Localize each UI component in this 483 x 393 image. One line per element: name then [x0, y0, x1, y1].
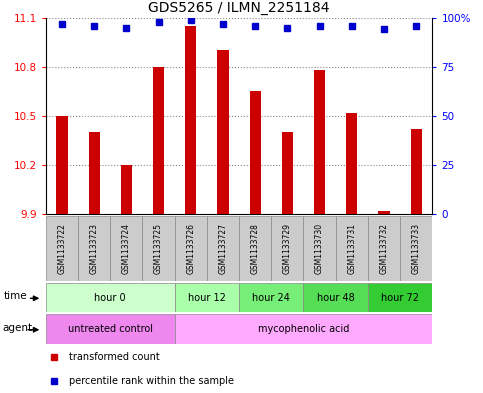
Bar: [46, 314, 175, 344]
Bar: [175, 283, 239, 312]
Bar: [346, 113, 357, 214]
Bar: [78, 216, 110, 281]
Bar: [303, 216, 336, 281]
Bar: [46, 283, 175, 312]
Text: mycophenolic acid: mycophenolic acid: [258, 324, 349, 334]
Title: GDS5265 / ILMN_2251184: GDS5265 / ILMN_2251184: [148, 1, 330, 15]
Text: GSM1133731: GSM1133731: [347, 223, 356, 274]
Text: GSM1133723: GSM1133723: [90, 223, 99, 274]
Text: transformed count: transformed count: [69, 352, 160, 362]
Text: percentile rank within the sample: percentile rank within the sample: [69, 376, 234, 386]
Bar: [303, 283, 368, 312]
Bar: [411, 129, 422, 214]
Text: GSM1133730: GSM1133730: [315, 223, 324, 274]
Bar: [57, 116, 68, 214]
Bar: [142, 216, 175, 281]
Bar: [88, 132, 100, 214]
Text: hour 0: hour 0: [95, 293, 126, 303]
Bar: [336, 216, 368, 281]
Text: time: time: [4, 291, 28, 301]
Bar: [46, 216, 78, 281]
Text: hour 12: hour 12: [188, 293, 226, 303]
Text: GSM1133732: GSM1133732: [380, 223, 388, 274]
Bar: [250, 92, 261, 214]
Bar: [121, 165, 132, 214]
Bar: [400, 216, 432, 281]
Bar: [110, 216, 142, 281]
Text: GSM1133727: GSM1133727: [218, 223, 227, 274]
Text: untreated control: untreated control: [68, 324, 153, 334]
Bar: [217, 50, 228, 214]
Text: GSM1133725: GSM1133725: [154, 223, 163, 274]
Bar: [175, 216, 207, 281]
Text: GSM1133728: GSM1133728: [251, 223, 260, 274]
Bar: [239, 216, 271, 281]
Bar: [314, 70, 325, 214]
Text: GSM1133729: GSM1133729: [283, 223, 292, 274]
Text: GSM1133722: GSM1133722: [57, 223, 67, 274]
Bar: [271, 216, 303, 281]
Bar: [239, 283, 303, 312]
Bar: [368, 216, 400, 281]
Text: hour 72: hour 72: [381, 293, 419, 303]
Text: hour 48: hour 48: [317, 293, 355, 303]
Text: hour 24: hour 24: [252, 293, 290, 303]
Bar: [282, 132, 293, 214]
Bar: [368, 283, 432, 312]
Bar: [185, 26, 197, 214]
Text: GSM1133726: GSM1133726: [186, 223, 195, 274]
Bar: [207, 216, 239, 281]
Text: agent: agent: [2, 323, 32, 332]
Bar: [378, 211, 390, 214]
Text: GSM1133733: GSM1133733: [412, 223, 421, 274]
Text: GSM1133724: GSM1133724: [122, 223, 131, 274]
Bar: [153, 67, 164, 214]
Bar: [175, 314, 432, 344]
